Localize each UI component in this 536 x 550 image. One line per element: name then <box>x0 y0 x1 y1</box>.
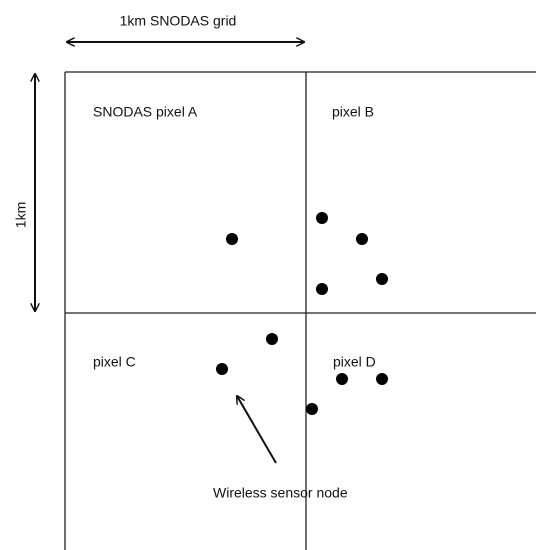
sensor-node <box>316 283 328 295</box>
sensor-node <box>216 363 228 375</box>
sensor-node <box>266 333 278 345</box>
sensor-node <box>226 233 238 245</box>
grid-label: 1km SNODAS grid <box>120 13 237 29</box>
pixel-label: pixel B <box>332 104 374 120</box>
pointer-arrow <box>237 396 277 464</box>
sensor-node <box>316 212 328 224</box>
side-label: 1km <box>13 202 29 228</box>
pixel-label: pixel C <box>93 354 136 370</box>
sensor-node <box>306 403 318 415</box>
sensor-node <box>376 273 388 285</box>
pixel-label: SNODAS pixel A <box>93 104 198 120</box>
pointer-label: Wireless sensor node <box>213 485 348 501</box>
pixel-label: pixel D <box>333 354 376 370</box>
sensor-nodes <box>216 212 388 415</box>
sensor-node <box>376 373 388 385</box>
sensor-node <box>336 373 348 385</box>
sensor-node <box>356 233 368 245</box>
